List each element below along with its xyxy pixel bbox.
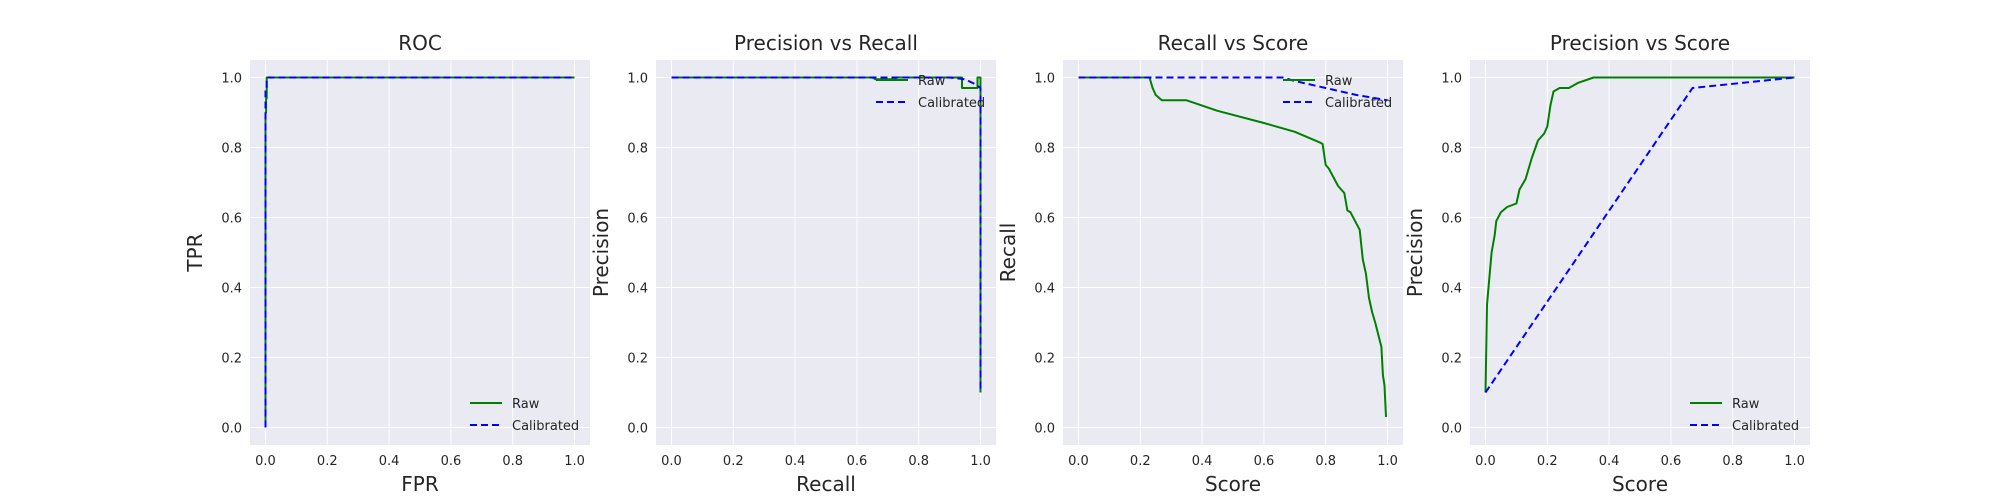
legend-label: Raw	[1732, 397, 1760, 412]
y-tick-label: 0.8	[1441, 142, 1462, 157]
chart-2: 0.0 0.2 0.4 0.6 0.8 1.0 0.0 0.2 0.4 0.6 0.8 1.0 Prec…	[589, 31, 996, 496]
x-tick-label: 0.6	[441, 454, 462, 469]
y-tick-label: 0.4	[627, 282, 648, 297]
legend: Raw Calibrated	[876, 74, 985, 111]
x-tick-label: 0.8	[908, 454, 929, 469]
chart-title: Precision vs Recall	[734, 31, 918, 55]
x-tick-label: 1.0	[1784, 454, 1805, 469]
x-tick-label: 1.0	[970, 454, 991, 469]
series-line-raw	[1484, 76, 1795, 393]
chart-title: ROC	[398, 31, 442, 55]
y-tick-label: 0.6	[1441, 212, 1462, 227]
y-tick-label: 1.0	[221, 72, 242, 87]
chart-title: Precision vs Score	[1550, 31, 1730, 55]
x-tick-label: 0.4	[1599, 454, 1620, 469]
y-tick-label: 1.0	[627, 72, 648, 87]
plot-area	[656, 60, 996, 445]
x-tick-label: 0.0	[1475, 454, 1496, 469]
x-tick-label: 0.6	[1254, 454, 1275, 469]
x-tick-label: 0.0	[661, 454, 682, 469]
series-line-calibrated	[671, 76, 982, 393]
legend: Raw Calibrated	[1283, 74, 1392, 111]
y-tick-label: 0.6	[221, 212, 242, 227]
y-tick-label: 0.8	[1034, 142, 1055, 157]
x-tick-label: 0.8	[502, 454, 523, 469]
x-tick-label: 0.2	[723, 454, 744, 469]
legend-label: Calibrated	[512, 419, 579, 434]
x-axis-label: Score	[1612, 472, 1668, 496]
y-axis-label: Precision	[1403, 208, 1427, 297]
y-tick-label: 1.0	[1034, 72, 1055, 87]
legend: Raw Calibrated	[470, 397, 579, 434]
y-tick-label: 0.2	[1034, 352, 1055, 367]
y-tick-label: 0.2	[627, 352, 648, 367]
x-tick-label: 0.4	[785, 454, 806, 469]
legend: Raw Calibrated	[1690, 397, 1799, 434]
x-tick-label: 0.8	[1315, 454, 1336, 469]
y-tick-label: 1.0	[1441, 72, 1462, 87]
x-axis-label: FPR	[401, 472, 439, 496]
legend-label: Raw	[512, 397, 540, 412]
y-tick-label: 0.0	[1441, 422, 1462, 437]
plot-area	[1470, 60, 1810, 445]
x-tick-label: 0.2	[1130, 454, 1151, 469]
x-tick-label: 0.2	[1537, 454, 1558, 469]
x-tick-label: 0.0	[255, 454, 276, 469]
chart-1: 0.0 0.2 0.4 0.6 0.8 1.0 0.0 0.2 0.4 0.6 0.8 1.0 ROC F…	[183, 31, 590, 496]
legend-label: Calibrated	[1325, 96, 1392, 111]
y-tick-label: 0.8	[221, 142, 242, 157]
x-tick-label: 1.0	[1377, 454, 1398, 469]
legend-label: Raw	[1325, 74, 1353, 89]
x-tick-label: 0.0	[1068, 454, 1089, 469]
y-tick-label: 0.4	[1034, 282, 1055, 297]
y-tick-label: 0.2	[221, 352, 242, 367]
x-tick-label: 0.6	[1661, 454, 1682, 469]
chart-4: 0.0 0.2 0.4 0.6 0.8 1.0 0.0 0.2 0.4 0.6 0.8 1.0 Prec…	[1403, 31, 1810, 496]
y-axis-label: TPR	[183, 233, 207, 272]
y-tick-label: 0.6	[627, 212, 648, 227]
y-tick-label: 0.6	[1034, 212, 1055, 227]
x-tick-label: 0.4	[379, 454, 400, 469]
y-tick-label: 0.4	[221, 282, 242, 297]
series-line-calibrated	[264, 76, 575, 428]
legend-label: Calibrated	[1732, 419, 1799, 434]
series-line-raw	[1078, 76, 1387, 418]
y-tick-label: 0.4	[1441, 282, 1462, 297]
chart-title: Recall vs Score	[1158, 31, 1309, 55]
y-tick-label: 0.0	[221, 422, 242, 437]
chart-3: 0.0 0.2 0.4 0.6 0.8 1.0 0.0 0.2 0.4 0.6 0.8 1.0 Reca…	[996, 31, 1403, 496]
series-line-calibrated	[1484, 76, 1795, 394]
x-axis-label: Recall	[796, 472, 856, 496]
x-tick-label: 0.2	[317, 454, 338, 469]
y-tick-label: 0.2	[1441, 352, 1462, 367]
x-tick-label: 0.6	[847, 454, 868, 469]
x-tick-label: 0.4	[1192, 454, 1213, 469]
y-tick-label: 0.0	[1034, 422, 1055, 437]
series-line-calibrated	[1078, 76, 1388, 102]
legend-label: Raw	[918, 74, 946, 89]
x-tick-label: 1.0	[564, 454, 585, 469]
plot-area	[250, 60, 590, 445]
plot-area	[1063, 60, 1403, 445]
y-axis-label: Recall	[996, 223, 1020, 283]
x-axis-label: Score	[1205, 472, 1261, 496]
y-axis-label: Precision	[589, 208, 613, 297]
legend-label: Calibrated	[918, 96, 985, 111]
x-tick-label: 0.8	[1722, 454, 1743, 469]
y-tick-label: 0.8	[627, 142, 648, 157]
series-line-raw	[671, 76, 982, 393]
y-tick-label: 0.0	[627, 422, 648, 437]
